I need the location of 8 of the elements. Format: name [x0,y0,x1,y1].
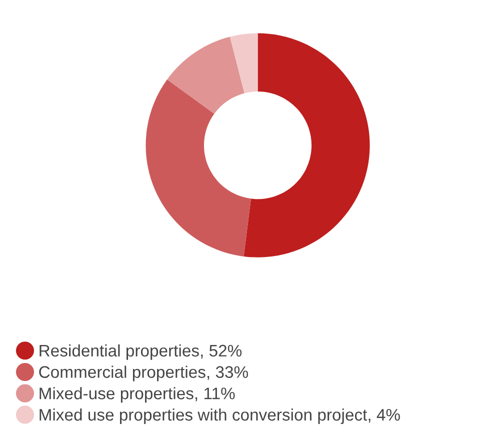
donut-slice [244,33,370,258]
donut-slice [230,33,258,94]
legend-label: Residential properties, 52% [40,344,242,360]
donut-slice [167,36,244,114]
legend-label: Mixed use properties with conversion project, 4% [40,408,400,424]
legend-label: Commercial properties, 33% [39,366,248,382]
donut-slice [146,79,252,256]
legend-label: Mixed-use properties, 11% [40,387,235,403]
